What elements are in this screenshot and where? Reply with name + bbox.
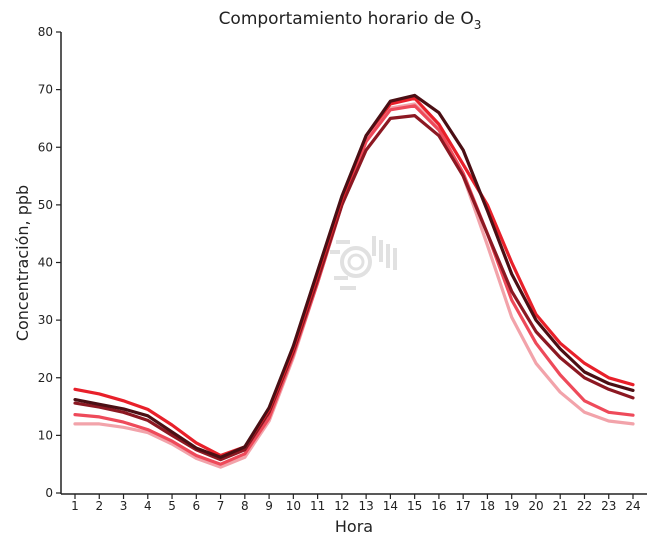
x-tick-label: 5 bbox=[168, 499, 176, 513]
x-tick-label: 14 bbox=[383, 499, 398, 513]
y-tick-label: 10 bbox=[38, 428, 53, 442]
x-tick-label: 11 bbox=[310, 499, 325, 513]
x-tick-label: 15 bbox=[407, 499, 422, 513]
x-tick-label: 13 bbox=[358, 499, 373, 513]
series-line-2 bbox=[73, 93, 635, 459]
x-tick-label: 23 bbox=[601, 499, 616, 513]
x-tick-label: 22 bbox=[577, 499, 592, 513]
x-axis-title: Hora bbox=[335, 517, 373, 536]
x-tick-label: 21 bbox=[553, 499, 568, 513]
series-line-3 bbox=[73, 113, 635, 462]
y-tick-label: 70 bbox=[38, 83, 53, 97]
x-tick-label: 3 bbox=[120, 499, 128, 513]
x-tick-label: 10 bbox=[286, 499, 301, 513]
x-tick-label: 1 bbox=[71, 499, 79, 513]
watermark-logo bbox=[330, 236, 397, 290]
x-tick-label: 2 bbox=[95, 499, 103, 513]
x-tick-label: 18 bbox=[480, 499, 495, 513]
x-tick-label: 19 bbox=[504, 499, 519, 513]
y-tick-label: 0 bbox=[45, 486, 53, 500]
series-line-5 bbox=[73, 102, 635, 469]
y-tick-label: 50 bbox=[38, 198, 53, 212]
y-tick-label: 60 bbox=[38, 140, 53, 154]
x-tick-label: 12 bbox=[334, 499, 349, 513]
x-tick-label: 8 bbox=[241, 499, 249, 513]
chart-title: Comportamiento horario de O3 bbox=[219, 9, 482, 32]
y-tick-label: 20 bbox=[38, 371, 53, 385]
x-tick-label: 6 bbox=[192, 499, 200, 513]
x-tick-label: 17 bbox=[456, 499, 471, 513]
y-tick-label: 30 bbox=[38, 313, 53, 327]
x-tick-label: 7 bbox=[217, 499, 225, 513]
x-tick-label: 16 bbox=[431, 499, 446, 513]
x-tick-label: 4 bbox=[144, 499, 152, 513]
x-tick-label: 20 bbox=[528, 499, 543, 513]
y-tick-label: 40 bbox=[38, 256, 53, 270]
x-tick-label: 9 bbox=[265, 499, 273, 513]
x-tick-label: 24 bbox=[625, 499, 640, 513]
y-tick-label: 80 bbox=[38, 25, 53, 39]
series-line-4 bbox=[73, 104, 635, 466]
y-axis-title: Concentración, ppb bbox=[13, 185, 32, 341]
